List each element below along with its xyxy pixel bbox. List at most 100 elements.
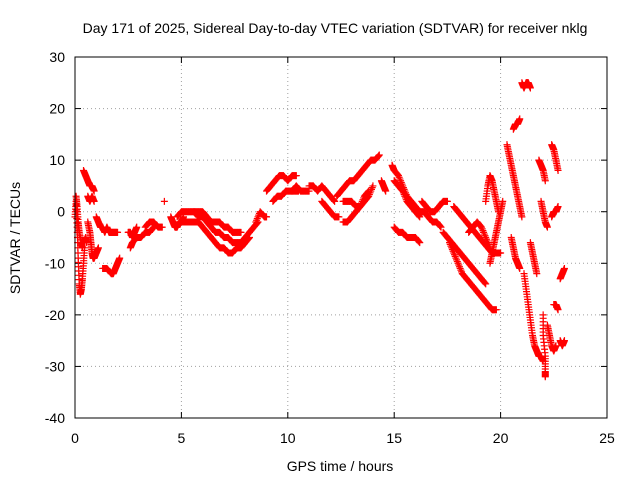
data-point	[455, 261, 463, 269]
data-point	[481, 279, 489, 287]
data-point	[254, 213, 262, 221]
data-point	[330, 197, 338, 205]
y-tick-label: -10	[45, 255, 65, 271]
data-point	[363, 189, 371, 197]
x-tick-label: 5	[178, 430, 186, 446]
data-point	[399, 187, 407, 195]
data-point	[90, 197, 98, 205]
x-tick-label: 20	[493, 430, 509, 446]
data-point	[483, 237, 491, 245]
data-point	[480, 230, 488, 238]
data-point	[543, 223, 551, 231]
data-point	[482, 234, 490, 241]
data-point	[560, 264, 568, 272]
data-point	[477, 223, 485, 231]
data-point	[450, 249, 458, 257]
data-point	[116, 254, 124, 262]
data-point	[552, 342, 560, 350]
x-tick-label: 25	[599, 430, 615, 446]
chart-title: Day 171 of 2025, Sidereal Day-to-day VTE…	[83, 20, 588, 36]
data-point	[253, 216, 261, 224]
data-point	[541, 177, 549, 185]
data-point	[453, 256, 461, 264]
data-point	[554, 306, 562, 314]
data-point	[457, 266, 465, 274]
data-point	[148, 225, 156, 233]
data-point	[455, 263, 463, 271]
y-tick-labels: -40 -30 -20 -10 0 10 20 30	[45, 49, 65, 426]
data-point	[364, 188, 372, 196]
data-point	[114, 228, 122, 236]
data-point	[263, 213, 271, 221]
x-tick-label: 15	[386, 430, 402, 446]
data-point	[245, 234, 253, 242]
y-tick-label: 0	[57, 204, 65, 220]
data-point	[516, 115, 524, 123]
plot-frame	[74, 56, 608, 419]
x-tick-labels: 0 5 10 15 20 25	[71, 430, 615, 446]
data-point	[451, 252, 459, 260]
data-point	[518, 213, 526, 221]
data-point	[365, 187, 373, 195]
y-tick-label: 30	[49, 49, 65, 65]
data-point	[292, 172, 300, 180]
data-point	[414, 237, 422, 245]
data-point	[396, 175, 404, 183]
data-point	[357, 201, 365, 209]
data-point	[401, 192, 409, 200]
data-point	[554, 203, 562, 211]
data-point	[329, 196, 337, 204]
data-point	[554, 166, 562, 174]
tick-layer	[74, 56, 608, 419]
data-point	[237, 228, 245, 236]
data-point	[443, 197, 451, 205]
data-point	[456, 264, 464, 272]
data-point	[245, 234, 253, 241]
data-point	[395, 173, 403, 181]
y-tick-label: -30	[45, 358, 65, 374]
data-point	[452, 254, 460, 262]
data-point	[359, 196, 367, 204]
data-point	[358, 199, 366, 207]
data-point	[453, 258, 461, 266]
x-tick-label: 10	[280, 430, 296, 446]
data-point	[437, 223, 445, 231]
data-point	[358, 197, 366, 205]
y-tick-label: -20	[45, 307, 65, 323]
data-point	[416, 239, 424, 247]
data-point	[436, 222, 444, 230]
data-point	[331, 197, 339, 205]
data-point	[560, 337, 568, 345]
data-point	[374, 153, 382, 161]
data-point	[375, 152, 383, 160]
data-point	[415, 212, 423, 220]
data-point	[497, 249, 505, 257]
data-point	[416, 213, 424, 221]
data-point	[369, 182, 377, 190]
data-point	[244, 235, 252, 243]
data-point	[368, 184, 376, 192]
data-point	[480, 228, 488, 236]
data-point	[446, 240, 454, 248]
data-point	[446, 239, 454, 247]
data-point	[399, 189, 407, 197]
data-point	[394, 172, 402, 180]
y-tick-label: 20	[49, 101, 65, 117]
data-point	[450, 251, 458, 259]
data-point	[479, 227, 487, 235]
data-point	[94, 244, 102, 252]
data-point	[253, 215, 261, 223]
data-point	[448, 244, 456, 252]
data-point	[402, 194, 410, 202]
data-point	[484, 239, 492, 247]
data-point	[397, 177, 405, 185]
data-point	[78, 244, 86, 252]
y-tick-label: 10	[49, 152, 65, 168]
grid-layer	[75, 57, 607, 418]
data-point	[158, 223, 166, 231]
data-point	[533, 270, 541, 278]
data-point	[454, 259, 462, 267]
data-point	[492, 306, 500, 314]
x-axis-label: GPS time / hours	[287, 458, 394, 474]
